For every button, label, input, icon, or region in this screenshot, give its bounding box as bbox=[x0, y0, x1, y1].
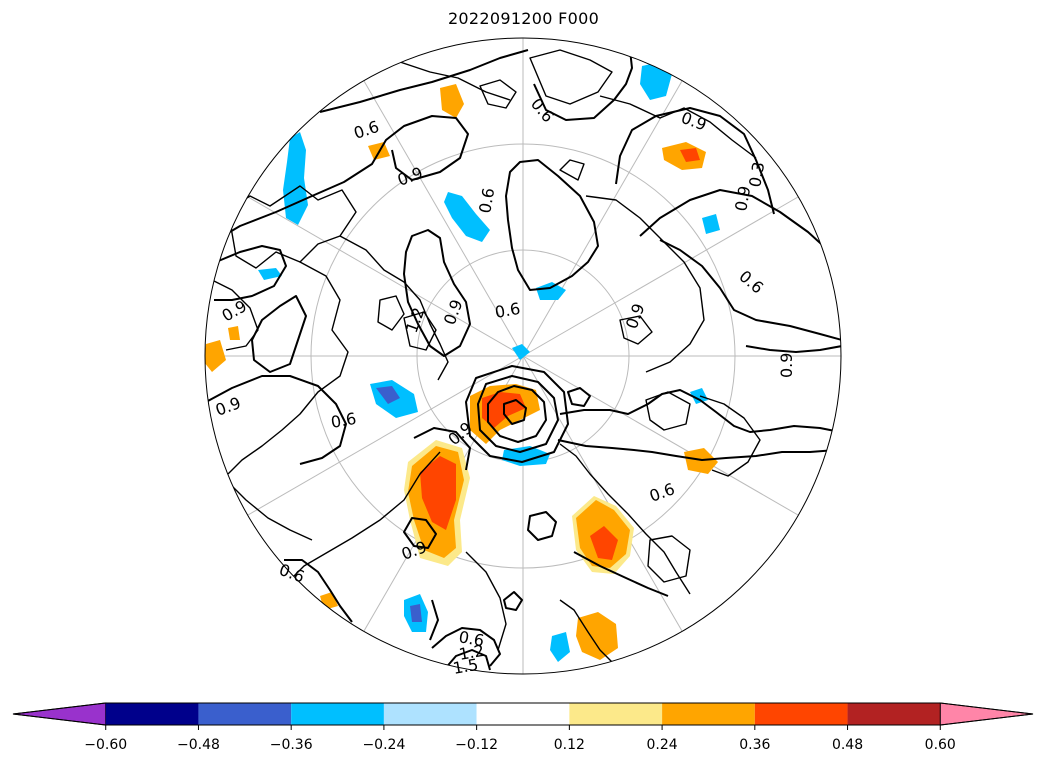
colorbar-tick-label: −0.36 bbox=[270, 737, 313, 753]
graticule bbox=[205, 38, 841, 674]
colorbar-tick-label: −0.60 bbox=[84, 737, 127, 753]
contour-label: 0.9 bbox=[395, 163, 425, 190]
anomaly-cyan-patch bbox=[702, 214, 720, 234]
colorbar-tick-label: 0.24 bbox=[647, 737, 678, 753]
anomaly-royal-patch bbox=[376, 386, 400, 404]
anomaly-cyan-patch bbox=[258, 268, 282, 280]
anomaly-red-patch bbox=[680, 148, 700, 162]
colorbar-outline bbox=[12, 702, 1034, 726]
anomaly-cyan-patch bbox=[512, 344, 530, 360]
anomaly-orange-patch bbox=[228, 326, 240, 340]
anomaly-orange-patch bbox=[684, 448, 718, 474]
contour-label: 0.6 bbox=[647, 479, 677, 506]
anomaly-cyan-patch bbox=[640, 62, 672, 100]
colorbar-segment bbox=[105, 703, 199, 725]
colorbar-segment bbox=[569, 703, 663, 725]
anomaly-cyan-patch bbox=[550, 632, 570, 662]
contour-label: 1.5 bbox=[451, 655, 479, 678]
colorbar-tick-label: −0.48 bbox=[177, 737, 220, 753]
anomaly-orange-patch bbox=[205, 340, 226, 372]
colorbar-segment bbox=[476, 703, 570, 725]
colorbar-segment bbox=[754, 703, 848, 725]
contour-label: 0.6 bbox=[475, 186, 498, 214]
contour-label: 0.9 bbox=[440, 297, 467, 327]
anomaly-orange-patch bbox=[320, 592, 338, 610]
anomaly-red-patch bbox=[590, 526, 618, 560]
colorbar-extend-over bbox=[939, 702, 1034, 726]
contour-label: 0.9 bbox=[213, 393, 243, 420]
polar-map: 0.6 0.9 0.9 0.6 0.9 0.3 0.9 0.6 0.9 1.2 … bbox=[204, 37, 842, 678]
anomaly-cyan-patch bbox=[444, 192, 490, 242]
colorbar-segment bbox=[847, 703, 941, 725]
contour-label: 0.6 bbox=[735, 267, 767, 298]
map-title: 2022091200 F000 bbox=[447, 9, 600, 28]
contour-label: 0.9 bbox=[622, 301, 649, 331]
contour-label: 0.6 bbox=[457, 627, 485, 650]
contour-label: 0.9 bbox=[731, 184, 754, 212]
contour-label: 0.6 bbox=[351, 117, 381, 143]
colorbar-segment bbox=[198, 703, 292, 725]
colorbar-tick-label: 0.12 bbox=[554, 737, 585, 753]
colorbar-extend-under bbox=[12, 702, 107, 726]
colorbar-tick-label: 0.36 bbox=[739, 737, 770, 753]
contour-label: 0.3 bbox=[745, 160, 768, 188]
contour-label: 0.6 bbox=[277, 560, 307, 587]
anomaly-orange-patch bbox=[440, 84, 464, 118]
contour-label: 1.2 bbox=[457, 641, 485, 664]
colorbar-tick-label: −0.12 bbox=[455, 737, 498, 753]
colorbar-tick-label: −0.24 bbox=[362, 737, 405, 753]
contour-label: 0.6 bbox=[329, 409, 357, 432]
colorbar-tick-label: 0.60 bbox=[925, 737, 956, 753]
map-boundary bbox=[204, 37, 842, 675]
colorbar-segment bbox=[383, 703, 477, 725]
anomaly-orange-patch bbox=[576, 612, 618, 660]
anomaly-cyan-patch bbox=[690, 388, 708, 404]
colorbar-tick-label: 0.48 bbox=[832, 737, 863, 753]
colorbar-segment bbox=[291, 703, 384, 725]
anomaly-cyan-patch bbox=[283, 132, 308, 225]
contour-label: 0.9 bbox=[777, 353, 796, 378]
anomaly-cyan-patch bbox=[536, 282, 566, 300]
contour-label: 0.6 bbox=[493, 299, 521, 322]
anomaly-royal-patch bbox=[410, 604, 422, 622]
colorbar-segment bbox=[662, 703, 755, 725]
anomaly-red-patch bbox=[420, 456, 456, 530]
